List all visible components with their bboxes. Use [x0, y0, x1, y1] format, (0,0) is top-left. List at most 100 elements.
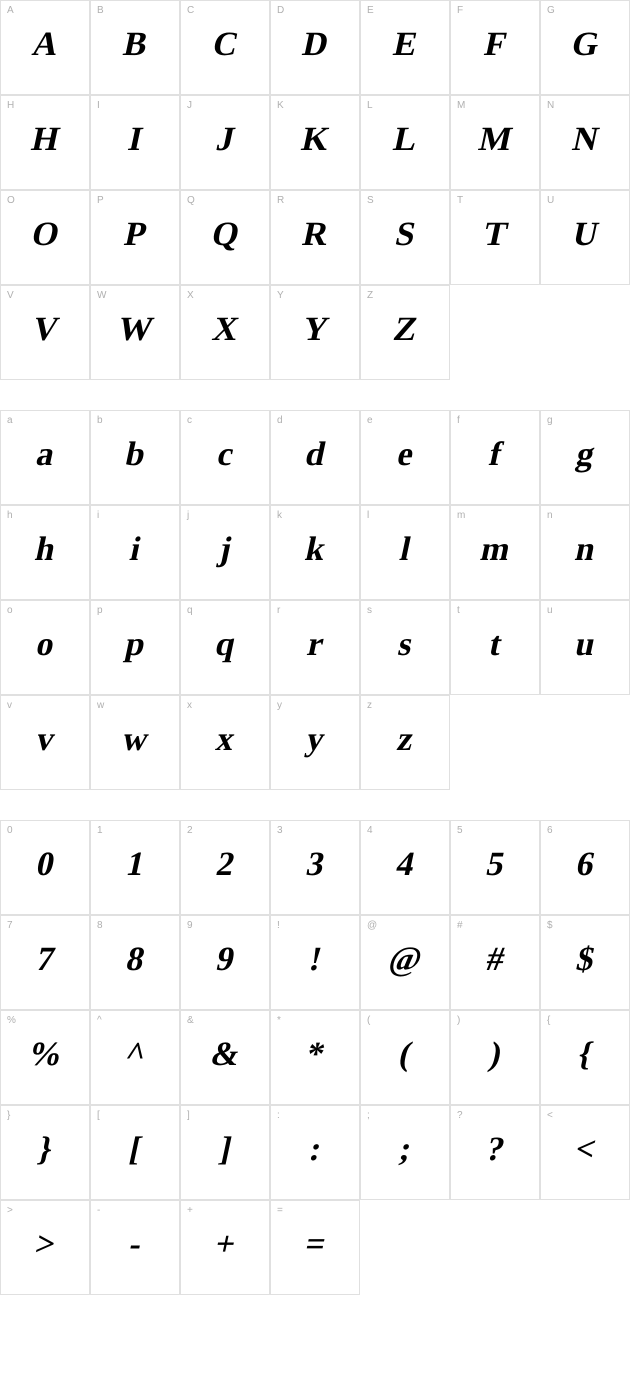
glyph-cell: jj — [180, 505, 270, 600]
glyph-label: v — [7, 700, 12, 711]
glyph-display: b — [122, 435, 148, 473]
glyph-cell: EE — [360, 0, 450, 95]
glyph-display: K — [298, 120, 332, 158]
glyph-cell: 66 — [540, 820, 630, 915]
glyph-cell: 00 — [0, 820, 90, 915]
glyph-grid: aabbccddeeffgghhiijjkkllmmnnooppqqrrsstt… — [0, 410, 640, 790]
glyph-cell: NN — [540, 95, 630, 190]
glyph-label: t — [457, 605, 460, 616]
glyph-display: s — [395, 625, 415, 663]
glyph-cell: BB — [90, 0, 180, 95]
glyph-cell: SS — [360, 190, 450, 285]
glyph-cell: tt — [450, 600, 540, 695]
glyph-cell: [[ — [90, 1105, 180, 1200]
glyph-cell: ;; — [360, 1105, 450, 1200]
glyph-label: + — [187, 1205, 193, 1216]
glyph-cell: CC — [180, 0, 270, 95]
section-symbols: 00112233445566778899!!@@##$$%%^^&&**(())… — [0, 820, 640, 1295]
glyph-label: r — [277, 605, 280, 616]
glyph-label: O — [7, 195, 15, 206]
glyph-label: # — [457, 920, 463, 931]
glyph-cell: == — [270, 1200, 360, 1295]
glyph-cell: nn — [540, 505, 630, 600]
glyph-cell: {{ — [540, 1010, 630, 1105]
glyph-label: B — [97, 5, 104, 16]
glyph-cell: ^^ — [90, 1010, 180, 1105]
glyph-display: } — [35, 1130, 55, 1168]
glyph-label: J — [187, 100, 192, 111]
glyph-display: T — [480, 215, 510, 253]
glyph-cell: ** — [270, 1010, 360, 1105]
glyph-display: - — [126, 1225, 144, 1263]
glyph-label: [ — [97, 1110, 100, 1121]
glyph-label: h — [7, 510, 13, 521]
glyph-cell: AA — [0, 0, 90, 95]
glyph-cell: yy — [270, 695, 360, 790]
glyph-cell: && — [180, 1010, 270, 1105]
glyph-display: J — [213, 120, 237, 158]
glyph-display: $ — [573, 940, 597, 978]
glyph-cell: II — [90, 95, 180, 190]
glyph-display: ] — [216, 1130, 234, 1168]
glyph-cell: pp — [90, 600, 180, 695]
glyph-display: Z — [390, 310, 420, 348]
glyph-display: p — [122, 625, 148, 663]
glyph-display: r — [304, 625, 326, 663]
glyph-label: - — [97, 1205, 100, 1216]
glyph-display: N — [569, 120, 601, 158]
glyph-cell: OO — [0, 190, 90, 285]
glyph-cell: RR — [270, 190, 360, 285]
glyph-display: ) — [486, 1035, 504, 1073]
glyph-cell: UU — [540, 190, 630, 285]
glyph-cell: ZZ — [360, 285, 450, 380]
glyph-cell: ss — [360, 600, 450, 695]
glyph-cell: KK — [270, 95, 360, 190]
glyph-label: ^ — [97, 1015, 102, 1026]
glyph-display: S — [392, 215, 418, 253]
glyph-label: ? — [457, 1110, 463, 1121]
glyph-label: D — [277, 5, 284, 16]
glyph-label: N — [547, 100, 554, 111]
glyph-cell: 33 — [270, 820, 360, 915]
glyph-display: G — [568, 25, 602, 63]
glyph-display: ; — [396, 1130, 414, 1168]
glyph-cell: JJ — [180, 95, 270, 190]
glyph-cell: TT — [450, 190, 540, 285]
glyph-display: 7 — [33, 940, 57, 978]
glyph-display: X — [209, 310, 241, 348]
glyph-cell: LL — [360, 95, 450, 190]
glyph-cell: HH — [0, 95, 90, 190]
glyph-label: G — [547, 5, 555, 16]
glyph-display: < — [572, 1130, 598, 1168]
glyph-cell: }} — [0, 1105, 90, 1200]
glyph-display: P — [121, 215, 149, 253]
glyph-grid: AABBCCDDEEFFGGHHIIJJKKLLMMNNOOPPQQRRSSTT… — [0, 0, 640, 380]
glyph-label: o — [7, 605, 13, 616]
glyph-label: 4 — [367, 825, 373, 836]
glyph-cell: 11 — [90, 820, 180, 915]
glyph-label: 3 — [277, 825, 283, 836]
glyph-cell: 55 — [450, 820, 540, 915]
glyph-display: 8 — [123, 940, 147, 978]
glyph-display: R — [299, 215, 331, 253]
glyph-display: U — [569, 215, 601, 253]
glyph-display: [ — [126, 1130, 144, 1168]
glyph-display: l — [397, 530, 414, 568]
glyph-cell: )) — [450, 1010, 540, 1105]
glyph-cell: ]] — [180, 1105, 270, 1200]
glyph-display: B — [120, 25, 150, 63]
glyph-label: Q — [187, 195, 195, 206]
glyph-cell: @@ — [360, 915, 450, 1010]
glyph-cell: ## — [450, 915, 540, 1010]
glyph-display: h — [32, 530, 58, 568]
glyph-display: f — [486, 435, 504, 473]
glyph-label: M — [457, 100, 465, 111]
glyph-display: m — [477, 530, 512, 568]
glyph-display: % — [24, 1035, 65, 1073]
glyph-display: d — [302, 435, 328, 473]
glyph-label: & — [187, 1015, 194, 1026]
glyph-label: A — [7, 5, 14, 16]
glyph-display: Y — [299, 310, 331, 348]
glyph-label: 8 — [97, 920, 103, 931]
glyph-label: 0 — [7, 825, 13, 836]
